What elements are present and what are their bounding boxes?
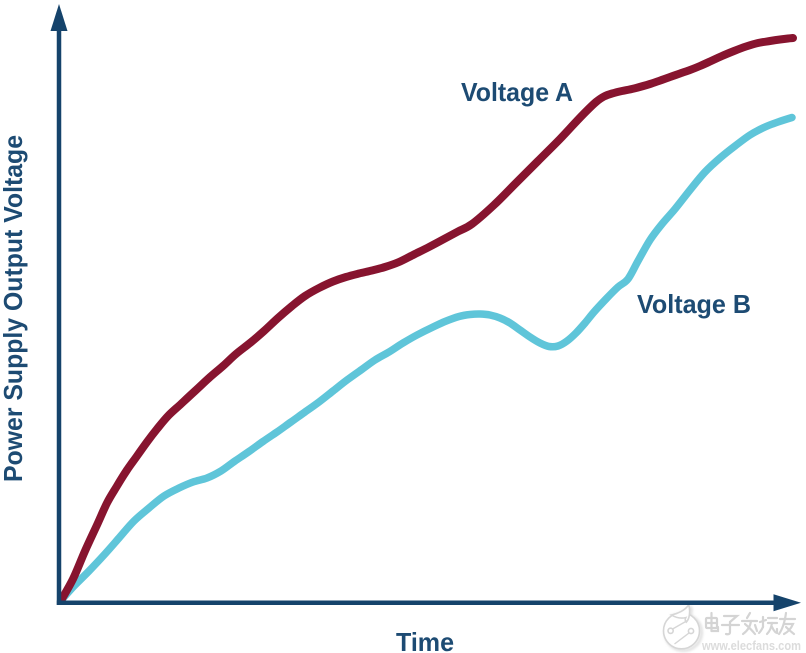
svg-text:Time: Time [396, 627, 454, 653]
svg-text:Voltage B: Voltage B [637, 289, 751, 319]
svg-text:Power Supply Output Voltage: Power Supply Output Voltage [0, 135, 28, 482]
svg-text:Voltage A: Voltage A [461, 77, 573, 107]
svg-text:www.elecfans.com: www.elecfans.com [701, 639, 801, 653]
